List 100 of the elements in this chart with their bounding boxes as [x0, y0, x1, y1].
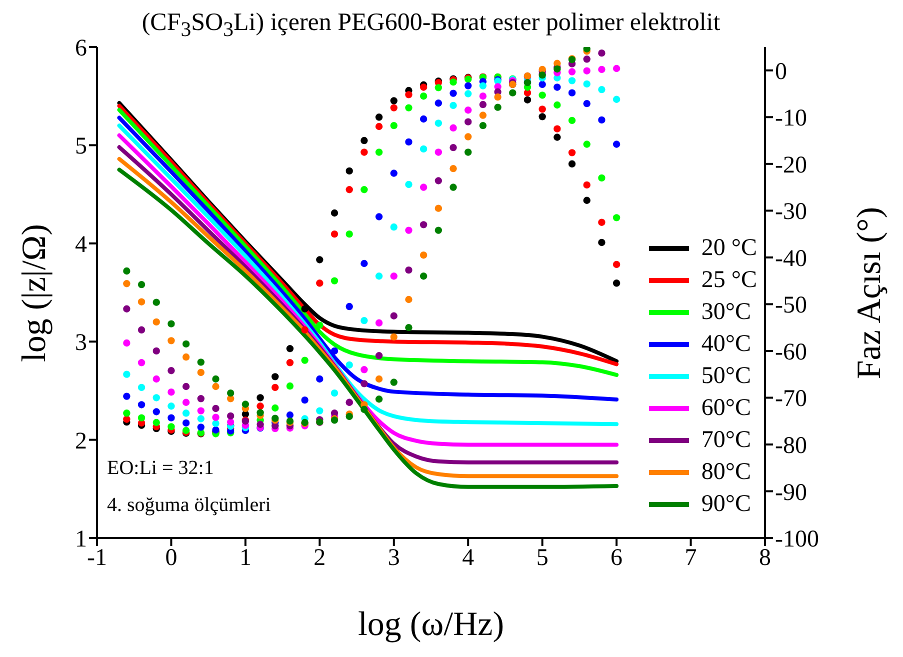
point [612, 280, 620, 287]
legend-label: 90°C [701, 490, 751, 518]
point [182, 353, 190, 361]
point [301, 305, 308, 312]
point [583, 56, 590, 63]
point [434, 177, 442, 184]
point [152, 418, 160, 426]
point [256, 394, 264, 402]
point [138, 326, 146, 334]
x-axis-title: log (ω/Hz) [356, 605, 506, 645]
point [390, 223, 398, 231]
point [568, 149, 576, 156]
y2-tick-label: -70 [775, 386, 807, 412]
point [182, 398, 190, 406]
point [346, 361, 353, 369]
point [197, 407, 205, 414]
point [360, 406, 368, 414]
point [538, 92, 546, 99]
point [197, 395, 205, 402]
point [390, 104, 398, 112]
point [375, 352, 383, 360]
y-axis-title: log (|z|/Ω) [15, 222, 54, 364]
point [123, 392, 130, 400]
point [583, 67, 590, 74]
x-tick-label: 2 [314, 545, 326, 572]
y2-tick-label: -80 [775, 432, 807, 459]
point [330, 347, 338, 355]
point [405, 296, 412, 304]
y-tick-label: 2 [75, 428, 87, 454]
y2-tick-label: -60 [775, 339, 807, 366]
point [434, 226, 442, 234]
point [450, 102, 457, 110]
point [316, 322, 324, 329]
point [360, 136, 368, 144]
point [375, 122, 383, 130]
point [405, 138, 412, 146]
point [612, 64, 620, 72]
point [152, 375, 160, 383]
point [168, 337, 175, 344]
point [346, 167, 353, 175]
point [420, 184, 428, 191]
point [390, 97, 398, 104]
point [197, 415, 205, 422]
point [464, 82, 472, 90]
point [479, 100, 487, 108]
point [375, 213, 383, 220]
point [568, 116, 576, 124]
point [554, 101, 561, 109]
point [316, 407, 324, 414]
point [434, 120, 442, 127]
point [405, 91, 412, 98]
point [256, 420, 264, 428]
point [375, 319, 383, 326]
y-tick-label: 3 [75, 330, 87, 356]
point [138, 298, 146, 306]
y-tick-label: 1 [75, 526, 87, 553]
point [568, 89, 576, 96]
point [479, 122, 487, 130]
point [598, 66, 606, 74]
point [450, 164, 457, 172]
point [583, 47, 590, 52]
point [330, 277, 338, 284]
point [390, 312, 398, 320]
point [123, 339, 130, 347]
point [152, 394, 160, 402]
point [420, 84, 428, 91]
x-tick-label: 7 [684, 545, 697, 572]
point [286, 382, 294, 390]
x-tick-label: 1 [239, 545, 252, 572]
point [390, 272, 398, 280]
point [123, 305, 130, 312]
legend-label: 40°C [701, 330, 751, 358]
point [612, 214, 620, 222]
y2-tick-label: -10 [775, 106, 807, 132]
point [494, 93, 502, 101]
point [479, 82, 487, 90]
point [346, 302, 353, 310]
point [375, 114, 383, 121]
legend-label: 25 °C [701, 266, 757, 294]
x-tick-label: -1 [87, 545, 107, 572]
point [360, 148, 368, 156]
point [138, 359, 146, 366]
point [450, 90, 457, 97]
point [346, 186, 353, 194]
y2-tick-label: 0 [775, 58, 787, 85]
point [168, 388, 175, 396]
x-tick-label: 3 [388, 545, 400, 572]
point [524, 96, 532, 104]
point [168, 320, 175, 328]
point [375, 396, 383, 403]
point [123, 410, 130, 417]
point [420, 272, 428, 280]
legend-label: 50°C [701, 362, 751, 390]
point [583, 140, 590, 148]
y2-axis-title: Faz Açısı (°) [850, 205, 889, 381]
point [138, 401, 146, 408]
point [360, 380, 368, 388]
point [242, 400, 250, 408]
point [390, 170, 398, 177]
point [256, 402, 264, 410]
